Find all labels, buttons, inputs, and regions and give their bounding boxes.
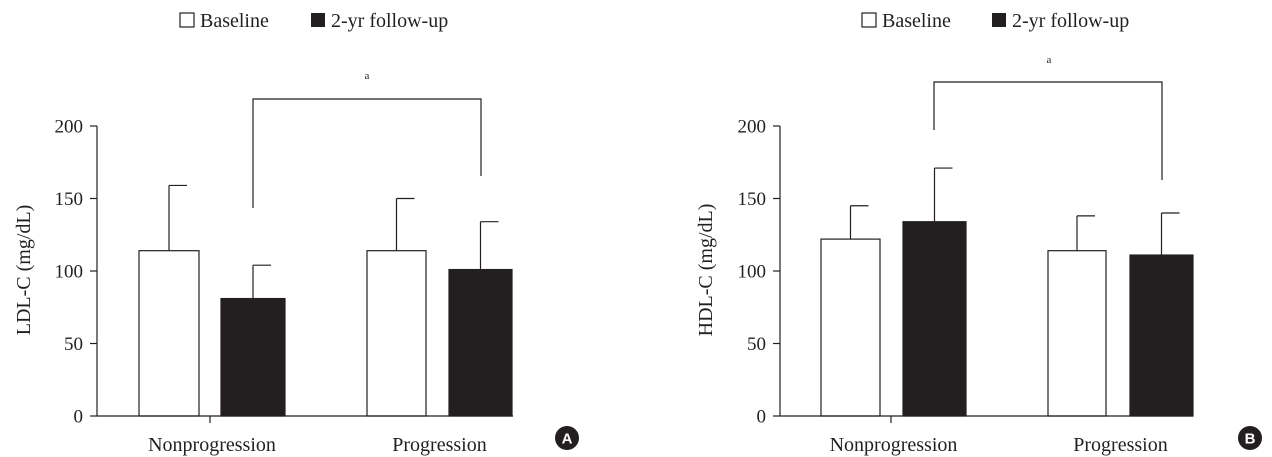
y-tick-label: 50 [64, 334, 83, 355]
y-tick-label: 150 [738, 189, 767, 210]
x-axis-categories: Nonprogression Progression [148, 434, 487, 456]
panel-badge-label: A [562, 431, 573, 448]
x-axis-categories: Nonprogression Progression [830, 434, 1168, 456]
y-axis-ticks: 0 50 100 150 200 [55, 117, 97, 428]
legend-swatch-baseline [179, 12, 195, 28]
chart-panel-a: Baseline 2-yr follow-up LDL-C (mg/dL) a … [13, 10, 579, 456]
y-tick-label: 50 [747, 334, 766, 355]
legend-label-follow-up: 2-yr follow-up [331, 10, 448, 32]
x-category-label: Nonprogression [830, 434, 958, 456]
legend-swatch-follow-up [311, 13, 325, 27]
chart-panel-b: Baseline 2-yr follow-up HDL-C (mg/dL) a … [695, 10, 1262, 456]
bars [138, 184, 513, 417]
bar-baseline-nonprogression [820, 238, 881, 417]
significance-label: a [365, 70, 370, 82]
legend-label-follow-up: 2-yr follow-up [1012, 10, 1129, 32]
panel-badge-label: B [1245, 431, 1256, 448]
y-axis-ticks: 0 50 100 150 200 [738, 117, 780, 428]
y-tick-label: 100 [55, 262, 84, 283]
legend: Baseline 2-yr follow-up [861, 10, 1129, 32]
bar-follow-up-nonprogression [902, 221, 967, 417]
bars [820, 167, 1194, 417]
x-category-label: Nonprogression [148, 434, 276, 456]
x-category-label: Progression [392, 434, 486, 456]
bar-baseline-progression [366, 250, 427, 417]
y-tick-label: 150 [55, 189, 84, 210]
bar-follow-up-nonprogression [220, 297, 286, 417]
y-tick-label: 0 [757, 407, 767, 428]
legend-label-baseline: Baseline [200, 10, 269, 32]
y-tick-label: 200 [55, 117, 84, 138]
legend-label-baseline: Baseline [882, 10, 951, 32]
legend: Baseline 2-yr follow-up [179, 10, 448, 32]
bar-baseline-progression [1047, 250, 1107, 417]
x-category-label: Progression [1073, 434, 1167, 456]
panel-badge-b: B [1238, 426, 1262, 450]
y-axis-label: LDL-C (mg/dL) [13, 205, 35, 336]
significance-label: a [1047, 54, 1052, 66]
panel-badge-a: A [555, 426, 579, 450]
significance-bracket [933, 81, 1163, 180]
y-tick-label: 100 [738, 262, 767, 283]
axes [779, 81, 1193, 423]
axes [96, 98, 513, 423]
y-axis-label: HDL-C (mg/dL) [695, 204, 717, 337]
y-tick-label: 200 [738, 117, 767, 138]
bar-follow-up-progression [1129, 254, 1194, 417]
significance-bracket [252, 98, 482, 208]
bar-baseline-nonprogression [138, 250, 200, 417]
y-tick-label: 0 [74, 407, 84, 428]
legend-swatch-baseline [861, 12, 877, 28]
bar-follow-up-progression [448, 268, 513, 417]
legend-swatch-follow-up [992, 13, 1006, 27]
